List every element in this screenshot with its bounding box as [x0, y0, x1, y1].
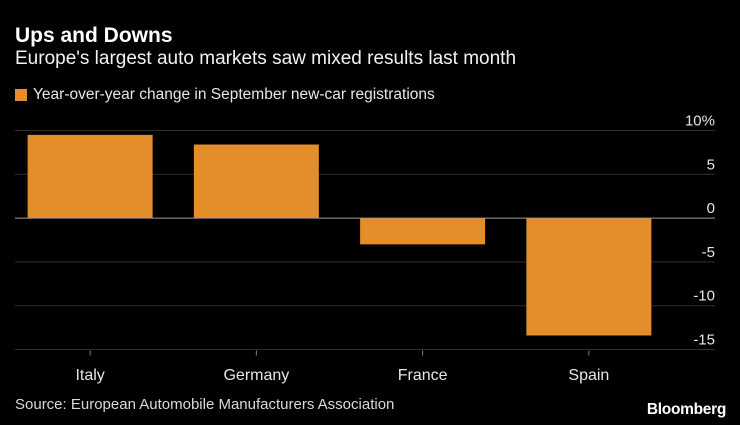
y-tick-label: -15	[693, 332, 715, 349]
bloomberg-logo: Bloomberg	[646, 401, 726, 418]
legend-label: Year-over-year change in September new-c…	[33, 86, 435, 103]
source-note: Source: European Automobile Manufacturer…	[15, 396, 395, 413]
legend: Year-over-year change in September new-c…	[15, 86, 435, 104]
y-tick-label: 10%	[685, 113, 715, 130]
chart-subtitle: Europe's largest auto markets saw mixed …	[15, 48, 517, 69]
bar-italy	[27, 134, 153, 219]
y-tick-label: -5	[702, 244, 715, 261]
y-tick-label: 5	[707, 156, 715, 173]
bar-spain	[526, 218, 652, 336]
bar-france	[360, 218, 486, 245]
x-tick-label: Italy	[75, 367, 104, 384]
legend-swatch	[15, 89, 27, 101]
y-tick-label: -10	[693, 288, 715, 305]
chart-title: Ups and Downs	[15, 24, 173, 47]
y-tick-label: 0	[707, 200, 715, 217]
x-tick-label: France	[398, 367, 448, 384]
bar-germany	[193, 144, 319, 219]
x-tick-label: Germany	[223, 367, 289, 384]
x-tick-label: Spain	[568, 367, 609, 384]
